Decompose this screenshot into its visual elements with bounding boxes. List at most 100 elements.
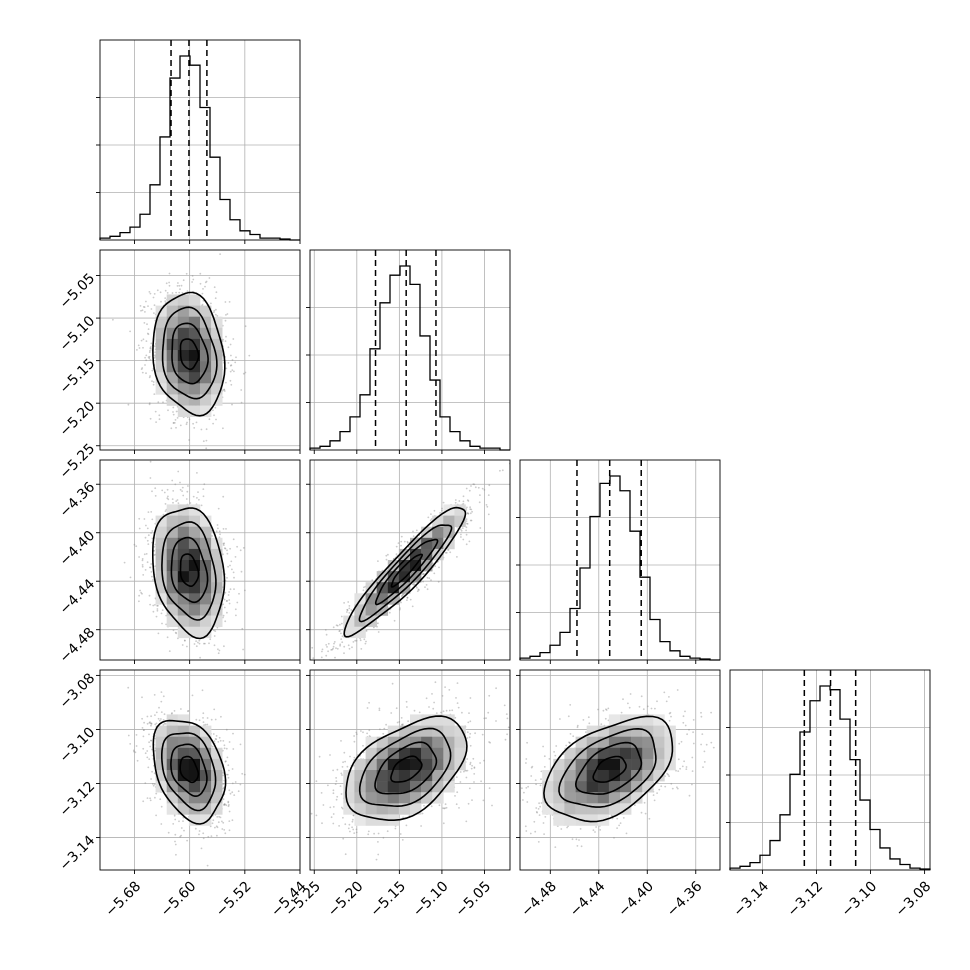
density-block — [608, 747, 621, 760]
scatter-point — [228, 599, 231, 601]
scatter-point — [348, 823, 351, 826]
scatter-point — [341, 807, 344, 810]
scatter-point — [232, 538, 235, 541]
density-block — [200, 814, 212, 826]
scatter-point — [468, 540, 471, 543]
scatter-point — [224, 832, 227, 835]
scatter-point — [172, 501, 174, 504]
scatter-point — [165, 282, 168, 285]
scatter-point — [422, 572, 425, 575]
scatter-point — [333, 641, 336, 643]
scatter-point — [568, 741, 570, 744]
contour-level-3 — [543, 715, 674, 823]
scatter-point — [163, 713, 166, 716]
scatter-point — [428, 706, 430, 708]
density-block — [211, 792, 223, 804]
density-block — [432, 747, 444, 760]
contour-level-3 — [345, 715, 468, 821]
scatter-point — [198, 639, 201, 642]
density-block — [211, 560, 223, 572]
scatter-point — [377, 832, 380, 835]
scatter-point — [503, 704, 506, 707]
scatter-point — [688, 728, 690, 731]
scatter-point — [540, 802, 543, 804]
density-block — [188, 548, 201, 561]
scatter-point — [347, 827, 350, 830]
scatter-point — [605, 709, 608, 711]
scatter-point — [149, 375, 152, 377]
density-block — [564, 781, 576, 793]
density-block — [564, 792, 576, 804]
scatter-point — [347, 601, 350, 603]
scatter-point — [204, 723, 207, 726]
scatter-point — [234, 781, 237, 783]
scatter-point — [566, 826, 568, 829]
scatter-point — [158, 418, 161, 421]
scatter-point — [396, 721, 399, 724]
scatter-point — [320, 792, 323, 794]
density-block — [211, 582, 223, 594]
scatter-point — [322, 804, 325, 806]
scatter-point — [467, 500, 470, 502]
scatter-point — [180, 834, 183, 837]
scatter-point — [619, 822, 622, 824]
scatter-point — [231, 791, 234, 794]
scatter-point — [377, 853, 380, 856]
density-block — [410, 803, 422, 815]
scatter-point — [216, 315, 219, 317]
scatter-point — [400, 544, 402, 547]
scatter-point — [222, 783, 225, 785]
density-block — [177, 305, 190, 317]
scatter-point — [147, 305, 149, 307]
scatter-point — [148, 403, 151, 406]
density-block — [155, 361, 167, 373]
scatter-point — [234, 556, 237, 558]
density-block — [631, 725, 643, 737]
density-block — [155, 350, 167, 362]
scatter-point — [143, 553, 146, 556]
scatter-point — [654, 707, 656, 710]
density-block — [653, 770, 665, 782]
density-block — [653, 714, 665, 726]
scatter-point — [195, 718, 198, 721]
scatter-point — [438, 566, 440, 569]
density-block — [421, 714, 433, 726]
scatter-point — [461, 711, 463, 714]
density-block — [631, 792, 643, 804]
scatter-point — [149, 722, 152, 725]
scatter-point — [158, 706, 160, 709]
scatter-point — [223, 804, 225, 806]
scatter-point — [160, 805, 163, 808]
scatter-point — [535, 783, 537, 786]
scatter-point — [332, 645, 335, 648]
scatter-point — [136, 759, 139, 762]
scatter-point — [335, 777, 337, 779]
scatter-point — [403, 540, 406, 543]
scatter-point — [176, 285, 179, 287]
density-block — [608, 781, 621, 793]
scatter-point — [144, 782, 147, 784]
scatter-point — [442, 710, 445, 713]
scatter-point — [242, 648, 245, 651]
density-block — [432, 792, 444, 804]
density-block — [177, 714, 190, 726]
scatter-point — [401, 723, 403, 726]
scatter-point — [712, 746, 715, 749]
scatter-point — [525, 762, 527, 764]
scatter-point — [548, 758, 551, 760]
scatter-point — [166, 488, 169, 491]
density-block — [653, 758, 665, 771]
scatter-point — [149, 460, 152, 463]
pair-content-3-1 — [310, 681, 510, 861]
scatter-point — [360, 648, 363, 650]
scatter-point — [153, 293, 156, 295]
scatter-point — [215, 418, 217, 421]
scatter-point — [233, 576, 235, 579]
density-block — [188, 593, 201, 605]
scatter-point — [167, 831, 170, 834]
density-block — [343, 615, 355, 627]
scatter-point — [218, 536, 221, 539]
scatter-point — [381, 569, 384, 572]
scatter-point — [395, 707, 398, 710]
scatter-point — [208, 277, 211, 279]
